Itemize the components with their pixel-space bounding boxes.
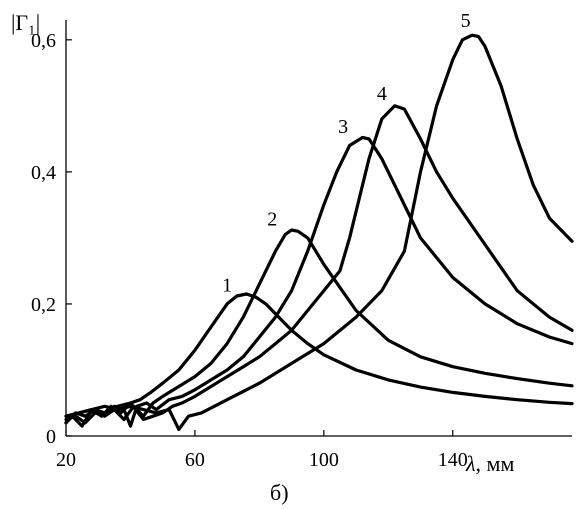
plot-area: 0 0,2 0,4 0,6 20 60 100 140 1 2 3 4 5 — [31, 10, 574, 471]
x-tick-label: 60 — [185, 449, 205, 471]
series-label-2: 2 — [267, 208, 277, 230]
x-axis-symbol: λ — [465, 451, 476, 476]
y-tick-label: 0 — [46, 426, 56, 448]
x-tick-label: 140 — [438, 449, 468, 471]
series-line-5 — [64, 33, 574, 431]
y-tick-label: 0,4 — [31, 162, 56, 184]
series-label-4: 4 — [377, 83, 387, 105]
x-tick-label: 100 — [309, 449, 339, 471]
series-label-1: 1 — [222, 274, 232, 296]
x-tick-label: 20 — [56, 449, 76, 471]
series-label-5: 5 — [461, 10, 471, 32]
series-line-2 — [64, 228, 574, 425]
figure-caption: б) — [270, 480, 289, 505]
series-line-4 — [64, 104, 574, 422]
y-tick-label: 0,6 — [31, 30, 56, 52]
x-axis-title: λ, мм — [465, 451, 514, 476]
y-axis-title: |Г₁| — [11, 10, 40, 35]
x-axis-unit: , мм — [476, 451, 515, 476]
y-tick-label: 0,2 — [31, 294, 56, 316]
series-line-3 — [64, 135, 574, 428]
series-label-3: 3 — [338, 116, 348, 138]
